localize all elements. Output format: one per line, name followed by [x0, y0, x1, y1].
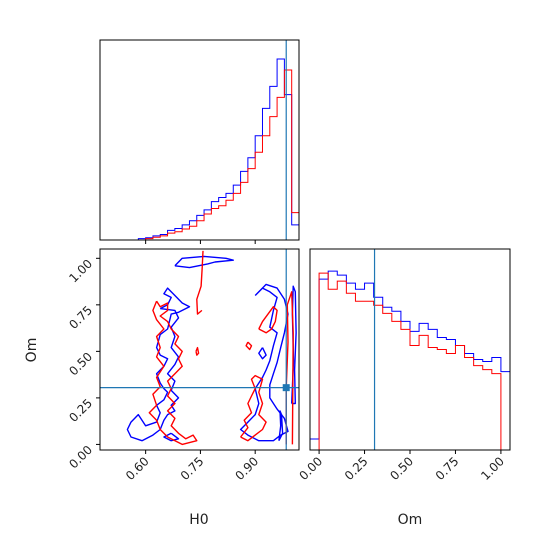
om-x-tick-label-3: 0.75: [433, 454, 462, 483]
om-x-ticks: 0.00 0.25 0.50 0.75 1.00: [296, 450, 507, 483]
joint-y-axis-label: Om: [24, 338, 40, 363]
om-histograms: [309, 270, 511, 450]
h0-hist-series-1: [145, 69, 300, 240]
om-x-tick-label-2: 0.50: [387, 454, 416, 483]
joint-y-tick-label-3: 0.75: [66, 303, 95, 332]
joint-contour-0: [174, 255, 235, 269]
joint-truth-marker: [282, 384, 290, 392]
om-x-axis-label: Om: [398, 512, 423, 528]
om-hist-series-1: [318, 272, 502, 450]
joint-y-tick-label-0: 0.00: [66, 443, 95, 472]
joint-x-axis-label: H0: [189, 512, 208, 528]
joint-contours: [126, 250, 297, 446]
joint-panel: 0.60 0.75 0.90 0.00 0.25 0.50 0.75 1.00 H0 Om: [24, 248, 300, 528]
om-x-tick-label-0: 0.00: [296, 454, 325, 483]
marginal-om-panel: 0.00 0.25 0.50 0.75 1.00 Om: [296, 248, 511, 528]
joint-y-ticks: 0.00 0.25 0.50 0.75 1.00: [66, 257, 100, 472]
joint-x-tick-label-0: 0.60: [123, 454, 152, 483]
marginal-h0-panel: [99, 39, 300, 244]
joint-contour-12: [258, 306, 278, 334]
joint-contour-10: [245, 341, 253, 351]
joint-contour-9: [195, 346, 200, 356]
joint-contour-7: [148, 300, 198, 446]
om-hist-series-0: [309, 270, 511, 450]
joint-frame: [99, 248, 300, 451]
joint-contour-13: [285, 291, 294, 445]
joint-y-tick-label-1: 0.25: [66, 396, 95, 425]
joint-x-ticks: 0.60 0.75 0.90: [123, 450, 261, 483]
h0-hist-series-0: [137, 58, 300, 240]
joint-contour-8: [196, 250, 204, 315]
h0-marginal-frame: [99, 39, 300, 241]
om-x-tick-label-4: 1.00: [478, 454, 507, 483]
joint-x-tick-label-2: 0.90: [233, 454, 262, 483]
joint-x-tick-label-1: 0.75: [178, 454, 207, 483]
joint-contour-4: [258, 347, 267, 360]
h0-histograms: [137, 58, 300, 240]
joint-truth: [100, 249, 299, 450]
joint-contour-3: [239, 283, 289, 442]
h0-marginal-ticks: [145, 240, 256, 244]
om-marginal-frame: [309, 248, 511, 451]
joint-y-tick-label-2: 0.50: [66, 350, 95, 379]
joint-y-tick-label-4: 1.00: [66, 257, 95, 286]
joint-contour-11: [240, 374, 267, 442]
joint-contour-6: [278, 410, 284, 442]
joint-contour-1: [126, 287, 191, 442]
om-x-tick-label-1: 0.25: [342, 454, 371, 483]
